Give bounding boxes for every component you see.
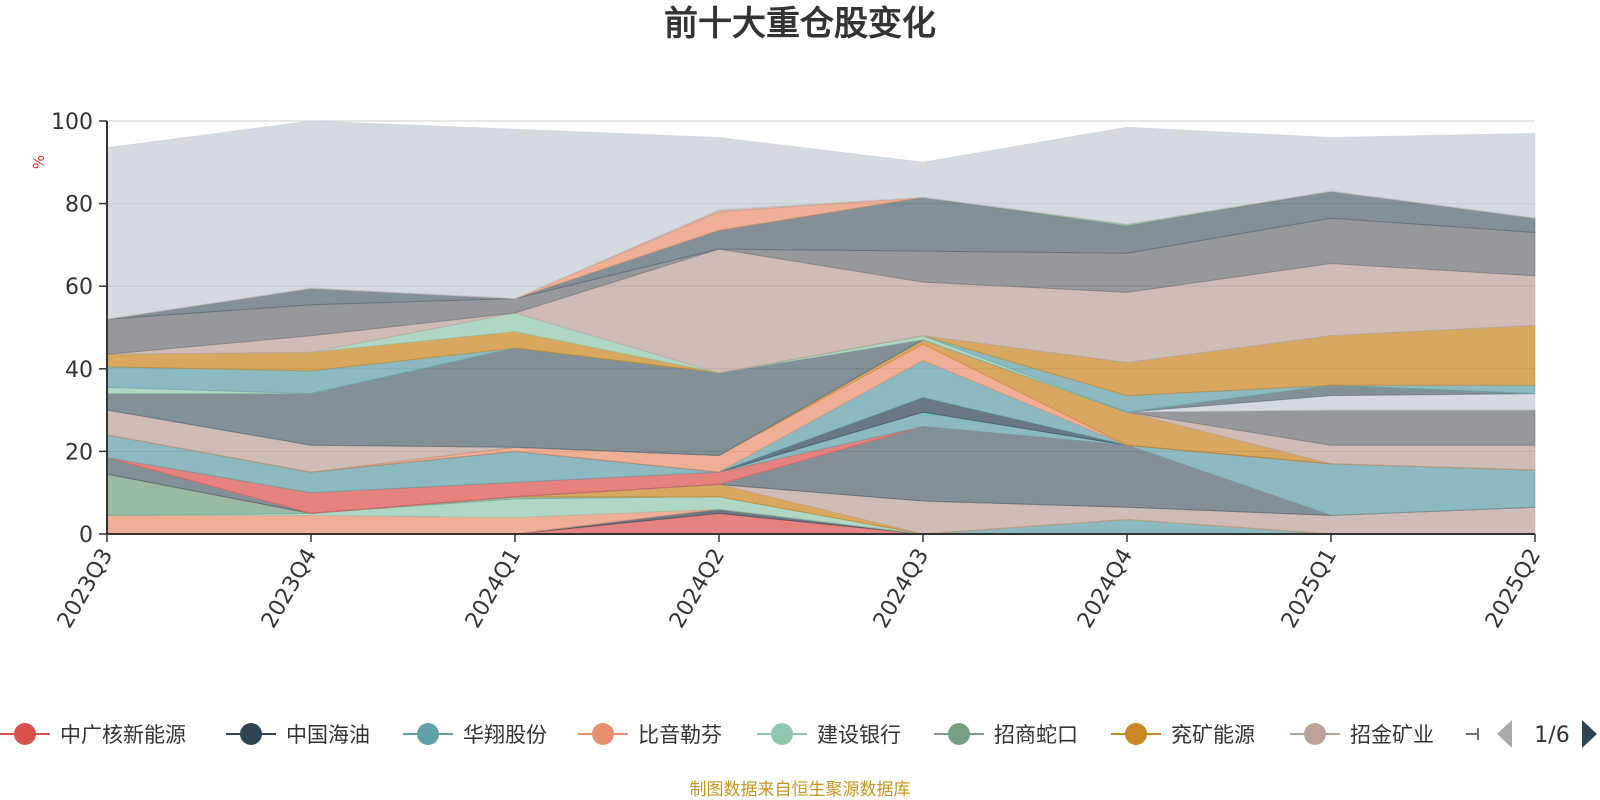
x-tick-label: 2023Q3 [53, 545, 118, 633]
area-series [106, 120, 1536, 535]
y-tick-label: 80 [65, 193, 93, 218]
legend-item[interactable]: 中国海油 [226, 723, 370, 747]
x-tick-label: 2023Q4 [257, 545, 322, 633]
x-tick-label: 2025Q2 [1481, 545, 1546, 633]
legend: 中广核新能源 中国海油 华翔股份 比音勒芬 建设银行 招商蛇口 兖矿能源 招金矿业 1/6 [0, 720, 1597, 748]
chart-title: 前十大重仓股变化 [664, 4, 936, 44]
y-tick-label: 20 [65, 440, 93, 465]
legend-prev-page-icon[interactable] [1497, 720, 1512, 748]
legend-label: 建设银行 [817, 723, 901, 747]
x-tick-label: 2024Q2 [665, 545, 730, 633]
legend-item[interactable]: 建设银行 [757, 723, 901, 747]
y-tick-label: 40 [65, 358, 93, 383]
legend-label: 华翔股份 [463, 723, 547, 747]
legend-label: 招商蛇口 [994, 723, 1078, 747]
legend-label: 招金矿业 [1350, 723, 1434, 747]
legend-marker-icon [1304, 723, 1326, 745]
y-axis-unit: % [30, 155, 48, 169]
legend-item[interactable]: 比音勒芬 [578, 723, 722, 747]
legend-item[interactable]: 招金矿业 [1290, 723, 1434, 747]
legend-next-page-icon[interactable] [1582, 720, 1597, 748]
y-tick-label: 60 [65, 275, 93, 300]
legend-marker-icon [592, 723, 614, 745]
x-tick-label: 2024Q3 [869, 545, 934, 633]
legend-marker-icon [948, 723, 970, 745]
legend-marker-icon [771, 723, 793, 745]
area-series-band[interactable] [106, 120, 1536, 320]
legend-marker-icon [14, 723, 36, 745]
legend-label: 兖矿能源 [1171, 723, 1255, 747]
legend-marker-icon [1125, 723, 1147, 745]
legend-item[interactable]: 兖矿能源 [1111, 723, 1255, 747]
y-tick-label: 0 [79, 523, 93, 548]
data-source-note: 制图数据来自恒生聚源数据库 [690, 780, 911, 800]
legend-label: 中广核新能源 [60, 723, 186, 747]
x-tick-label: 2025Q1 [1277, 545, 1342, 633]
x-tick-label: 2024Q1 [461, 545, 526, 633]
legend-item[interactable]: 华翔股份 [403, 723, 547, 747]
legend-page-indicator: 1/6 [1534, 723, 1569, 748]
legend-marker-icon [417, 723, 439, 745]
legend-label: 中国海油 [286, 723, 370, 747]
y-tick-label: 100 [51, 110, 93, 135]
legend-item[interactable]: 中广核新能源 [0, 723, 186, 747]
legend-item[interactable]: 招商蛇口 [934, 723, 1078, 747]
legend-label: 比音勒芬 [638, 723, 722, 747]
legend-marker-icon [240, 723, 262, 745]
x-tick-label: 2024Q4 [1073, 545, 1138, 633]
